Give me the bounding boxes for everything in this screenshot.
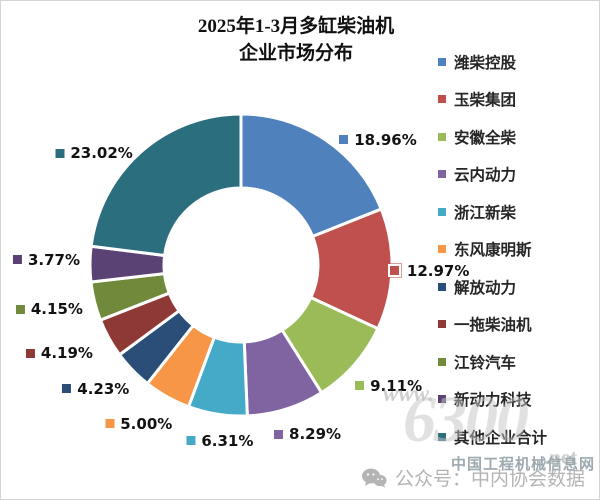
legend-item-7: 解放动力 bbox=[438, 268, 547, 306]
legend-label: 一拖柴油机 bbox=[454, 317, 532, 335]
legend-item-10: 新动力科技 bbox=[438, 381, 547, 419]
pie-slice-11 bbox=[89, 112, 243, 257]
pie-slice-1 bbox=[239, 112, 383, 238]
legend-label: 新动力科技 bbox=[454, 392, 532, 410]
legend-label: 江铃汽车 bbox=[454, 354, 517, 372]
legend-label: 安徽全柴 bbox=[454, 129, 517, 147]
legend-label: 浙江新柴 bbox=[454, 204, 517, 222]
legend: 潍柴控股玉柴集团安徽全柴云内动力浙江新柴东风康明斯解放动力一拖柴油机江铃汽车新动… bbox=[438, 43, 547, 456]
legend-item-5: 浙江新柴 bbox=[438, 193, 547, 231]
legend-swatch bbox=[438, 395, 446, 404]
wechat-footer: 公众号：中内协会数据 bbox=[361, 464, 585, 491]
legend-swatch bbox=[438, 57, 446, 66]
legend-label: 解放动力 bbox=[454, 279, 517, 297]
legend-swatch bbox=[438, 432, 446, 441]
legend-item-1: 潍柴控股 bbox=[438, 43, 547, 81]
legend-item-9: 江铃汽车 bbox=[438, 343, 547, 381]
legend-label: 云内动力 bbox=[454, 167, 517, 185]
legend-swatch bbox=[438, 245, 446, 254]
legend-swatch bbox=[438, 357, 446, 366]
legend-label: 其他企业合计 bbox=[454, 429, 548, 447]
chart-title-line1: 2025年1-3月多缸柴油机 bbox=[197, 16, 395, 37]
chart-title: 2025年1-3月多缸柴油机 企业市场分布 bbox=[71, 13, 521, 67]
wechat-icon bbox=[361, 468, 387, 488]
legend-item-6: 东风康明斯 bbox=[438, 231, 547, 269]
chart-title-line2: 企业市场分布 bbox=[238, 43, 353, 64]
legend-label: 东风康明斯 bbox=[454, 242, 532, 260]
legend-item-4: 云内动力 bbox=[438, 156, 547, 194]
legend-swatch bbox=[438, 282, 446, 291]
legend-swatch bbox=[438, 132, 446, 141]
legend-swatch bbox=[438, 207, 446, 216]
legend-item-2: 玉柴集团 bbox=[438, 81, 547, 119]
legend-swatch bbox=[438, 95, 446, 104]
legend-item-3: 安徽全柴 bbox=[438, 118, 547, 156]
wechat-footer-label: 公众号：中内协会数据 bbox=[394, 469, 585, 490]
legend-label: 玉柴集团 bbox=[454, 92, 517, 110]
legend-label: 潍柴控股 bbox=[454, 54, 517, 72]
legend-swatch bbox=[438, 320, 446, 329]
legend-item-8: 一拖柴油机 bbox=[438, 306, 547, 344]
legend-swatch bbox=[438, 170, 446, 179]
legend-item-11: 其他企业合计 bbox=[438, 418, 547, 456]
